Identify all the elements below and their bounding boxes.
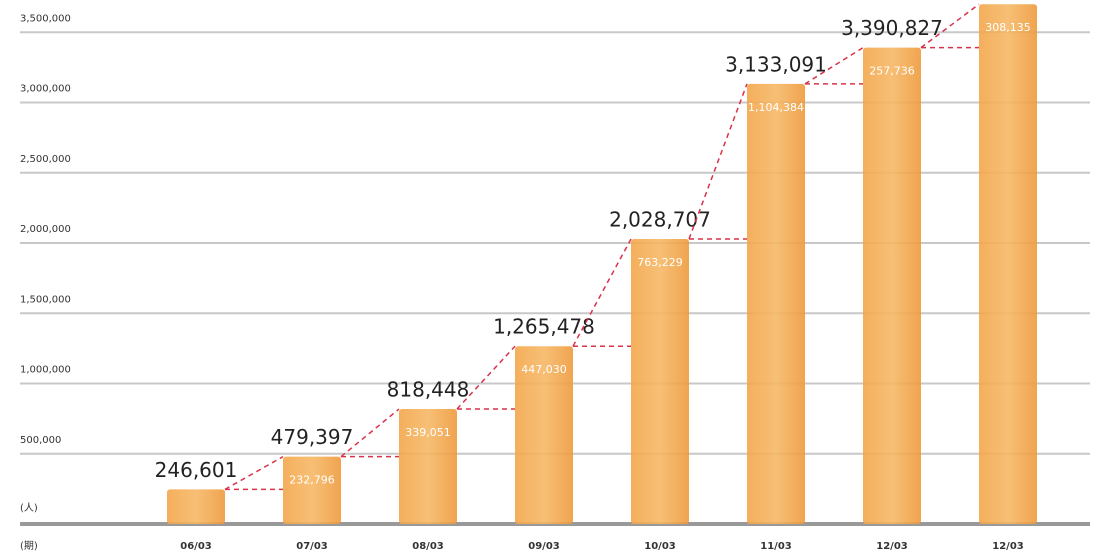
increment-label: 339,051 [405, 426, 451, 439]
bar [399, 409, 457, 524]
x-tick-label: 08/03 [412, 541, 444, 552]
x-tick-label: 06/03 [180, 541, 212, 552]
step-line [920, 3, 980, 49]
bar [863, 47, 921, 525]
y-tick-label: 3,000,000 [20, 84, 71, 95]
value-label: 818,448 [387, 378, 470, 402]
increment-label: 763,229 [637, 256, 683, 269]
x-unit: (期) [20, 540, 38, 552]
increment-label: 257,736 [869, 65, 915, 78]
y-tick-label: 1,000,000 [20, 365, 71, 376]
bar [167, 489, 225, 524]
increment-label: 447,030 [521, 363, 567, 376]
y-tick-label: 500,000 [20, 435, 61, 446]
y-tick-label: 1,500,000 [20, 294, 71, 305]
value-label: 3,390,827 [841, 16, 943, 40]
value-label: 1,265,478 [493, 315, 595, 339]
step-line [804, 47, 864, 85]
x-tick-label: 12/03 [992, 541, 1024, 552]
bar [747, 83, 805, 524]
value-label: 246,601 [155, 458, 238, 482]
value-label: 479,397 [271, 425, 354, 449]
increment-label: 1,104,384 [748, 101, 804, 114]
step-line [688, 83, 748, 240]
x-tick-label: 12/03 [876, 541, 908, 552]
x-tick-label: 07/03 [296, 541, 328, 552]
step-line [224, 455, 284, 491]
step-line [340, 408, 400, 458]
increment-label: 308,135 [985, 21, 1031, 34]
value-label: 3,133,091 [725, 52, 827, 76]
increment-label: 232,796 [289, 474, 335, 487]
y-tick-label: 2,500,000 [20, 154, 71, 165]
bar [515, 346, 573, 524]
bar [631, 239, 689, 524]
bar [283, 456, 341, 524]
x-tick-label: 09/03 [528, 541, 560, 552]
x-tick-label: 10/03 [644, 541, 676, 552]
y-unit: (人) [20, 502, 38, 514]
x-tick-label: 11/03 [760, 541, 792, 552]
step-line [572, 238, 632, 347]
y-tick-label: 3,500,000 [20, 13, 71, 24]
bar [979, 4, 1037, 524]
y-tick-label: 2,000,000 [20, 224, 71, 235]
